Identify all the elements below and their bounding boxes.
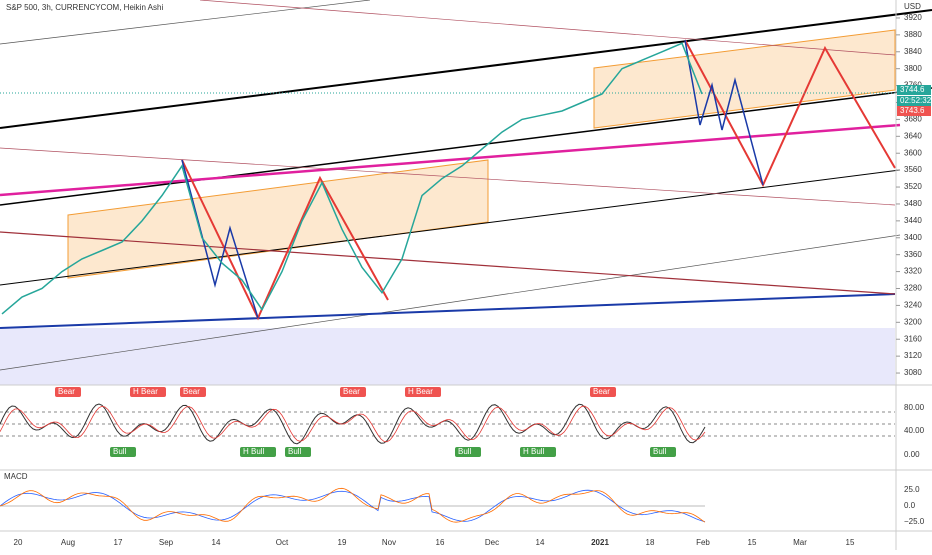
channel [67, 159, 489, 279]
y-tick-label: 3080 [904, 368, 922, 377]
x-tick-label: 2021 [591, 538, 609, 547]
stochastic-line [0, 403, 706, 445]
y-tick-label: 3320 [904, 267, 922, 276]
y-tick-label: 3640 [904, 131, 922, 140]
y-tick-label: 3400 [904, 233, 922, 242]
x-tick-label: 16 [436, 538, 445, 547]
signal-badge [55, 387, 81, 397]
signal-badge [520, 447, 556, 457]
y-tick-label: 3840 [904, 47, 922, 56]
signal-label: Bear [183, 387, 200, 396]
signal-label: Bull [458, 447, 472, 456]
signal-label: Bull [113, 447, 127, 456]
signal-label: H Bear [408, 387, 433, 396]
macd-tick-label: 0.0 [904, 501, 916, 510]
signal-badge [340, 387, 366, 397]
stoch-tick-label: 40.00 [904, 426, 925, 435]
pane-title: MACD [4, 472, 28, 481]
pattern [181, 159, 389, 321]
y-tick-label: 3440 [904, 216, 922, 225]
price-tag [897, 85, 931, 95]
signal-label: Bear [343, 387, 360, 396]
stoch-tick-label: 0.00 [904, 450, 920, 459]
chart-title: S&P 500, 3h, CURRENCYCOM, Heikin Ashi [6, 3, 163, 12]
unit-label: USD [904, 2, 921, 11]
signal-label: H Bull [523, 447, 545, 456]
x-tick-label: 14 [536, 538, 545, 547]
signal-badge [590, 387, 616, 397]
x-tick-label: 19 [338, 538, 347, 547]
signal-label: Bull [288, 447, 302, 456]
pattern [684, 39, 896, 188]
channel [593, 29, 896, 129]
pattern [684, 39, 764, 186]
x-tick-label: 15 [846, 538, 855, 547]
x-tick-label: Sep [159, 538, 174, 547]
price-tag-label: 3743.6 [900, 106, 925, 115]
trend-line [0, 0, 371, 45]
signal-badge [285, 447, 311, 457]
macd-tick-label: −25.0 [904, 517, 925, 526]
y-tick-label: 3240 [904, 301, 922, 310]
y-tick-label: 3880 [904, 30, 922, 39]
price-tag-label: 02:52:32 [900, 96, 932, 105]
price-tag-label: 3744.6 [900, 85, 925, 94]
signal-label: H Bull [243, 447, 265, 456]
signal-label: Bear [58, 387, 75, 396]
trend-line [0, 147, 896, 206]
macd-signal [0, 487, 706, 523]
y-tick-label: 3560 [904, 165, 922, 174]
x-tick-label: Feb [696, 538, 710, 547]
trend-line [0, 169, 901, 286]
x-tick-label: Mar [793, 538, 807, 547]
signal-badge [455, 447, 481, 457]
drawings [0, 0, 932, 385]
y-tick-label: 3120 [904, 351, 922, 360]
signal-badge [110, 447, 136, 457]
trend-line [0, 9, 932, 129]
x-tick-label: 18 [646, 538, 655, 547]
signal-badge [180, 387, 206, 397]
x-tick-label: 14 [212, 538, 221, 547]
stochastic-signal [0, 405, 706, 443]
y-tick-label: 3280 [904, 284, 922, 293]
trend-line [199, 0, 896, 56]
y-tick-label: 3600 [904, 148, 922, 157]
y-tick-label: 3800 [904, 64, 922, 73]
zone [0, 328, 895, 385]
price-tag [897, 106, 931, 116]
y-tick-label: 3200 [904, 317, 922, 326]
trend-line [0, 231, 896, 295]
signal-label: Bear [593, 387, 610, 396]
x-tick-label: Oct [276, 538, 289, 547]
trend-line [0, 293, 896, 329]
x-tick-label: Dec [485, 538, 499, 547]
y-tick-label: 3680 [904, 115, 922, 124]
price-tag [897, 96, 931, 106]
x-tick-label: 15 [748, 538, 757, 547]
trend-line [0, 87, 932, 206]
y-tick-label: 3920 [904, 13, 922, 22]
trend-line [0, 234, 901, 371]
x-tick-label: Nov [382, 538, 396, 547]
x-tick-label: 20 [14, 538, 23, 547]
signal-label: H Bear [133, 387, 158, 396]
signal-badge [405, 387, 441, 397]
macd-tick-label: 25.0 [904, 485, 920, 494]
signal-badge [650, 447, 676, 457]
y-tick-label: 3160 [904, 334, 922, 343]
x-tick-label: 17 [114, 538, 123, 547]
signal-badge [240, 447, 276, 457]
y-tick-label: 3480 [904, 199, 922, 208]
y-tick-label: 3520 [904, 182, 922, 191]
y-tick-label: 3360 [904, 250, 922, 259]
price-line [1, 42, 703, 315]
x-tick-label: Aug [61, 538, 75, 547]
signal-label: Bull [653, 447, 667, 456]
stoch-tick-label: 80.00 [904, 403, 925, 412]
signal-badge [130, 387, 166, 397]
